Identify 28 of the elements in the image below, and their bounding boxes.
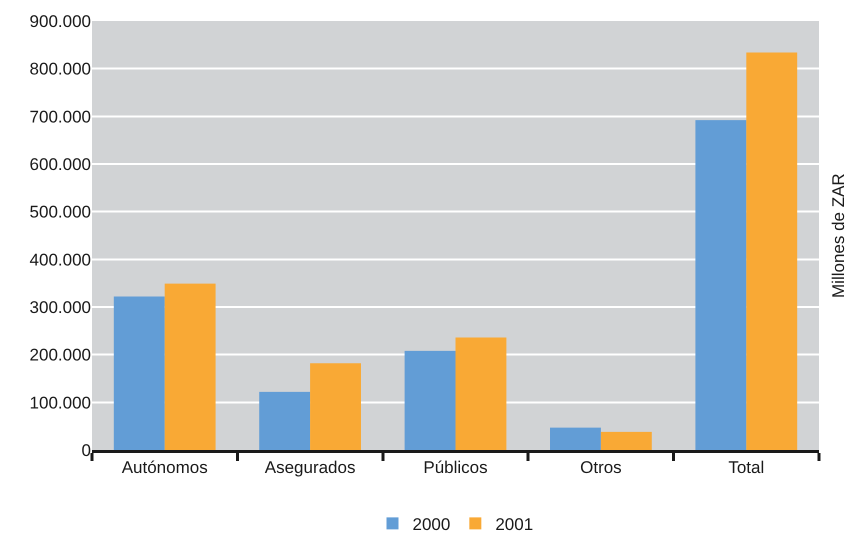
x-tick-label: Asegurados bbox=[264, 458, 356, 478]
y-tick-label: 300.000 bbox=[30, 298, 91, 317]
y-tick-label: 0 bbox=[82, 440, 91, 460]
bar bbox=[746, 52, 798, 450]
x-tick-label: Autónomos bbox=[122, 458, 208, 478]
y-tick-label: 500.000 bbox=[30, 202, 91, 222]
y-tick-label: 200.000 bbox=[30, 346, 91, 365]
y-tick-label: 400.000 bbox=[30, 250, 91, 270]
bar bbox=[550, 428, 601, 450]
x-tick-label: Total bbox=[728, 458, 764, 478]
bar bbox=[164, 284, 216, 450]
y-tick-label: 600.000 bbox=[30, 154, 91, 174]
y-tick-label: 900.000 bbox=[30, 12, 91, 31]
bar bbox=[404, 350, 456, 450]
bar bbox=[695, 120, 746, 450]
x-tick-label: Públicos bbox=[423, 458, 488, 478]
y-tick-label: 700.000 bbox=[30, 107, 91, 126]
bar bbox=[310, 363, 361, 450]
bar bbox=[259, 392, 310, 450]
y-tick-label: 800.000 bbox=[30, 60, 91, 79]
x-tick-label: Otros bbox=[580, 458, 622, 478]
legend-label: 2001 bbox=[495, 514, 534, 534]
bar bbox=[456, 338, 506, 450]
y-axis-title: Millones de ZAR bbox=[829, 173, 848, 298]
legend-label: 2000 bbox=[412, 514, 450, 534]
bar bbox=[114, 296, 165, 450]
y-tick-label: 100.000 bbox=[30, 393, 91, 412]
bar bbox=[600, 432, 652, 450]
